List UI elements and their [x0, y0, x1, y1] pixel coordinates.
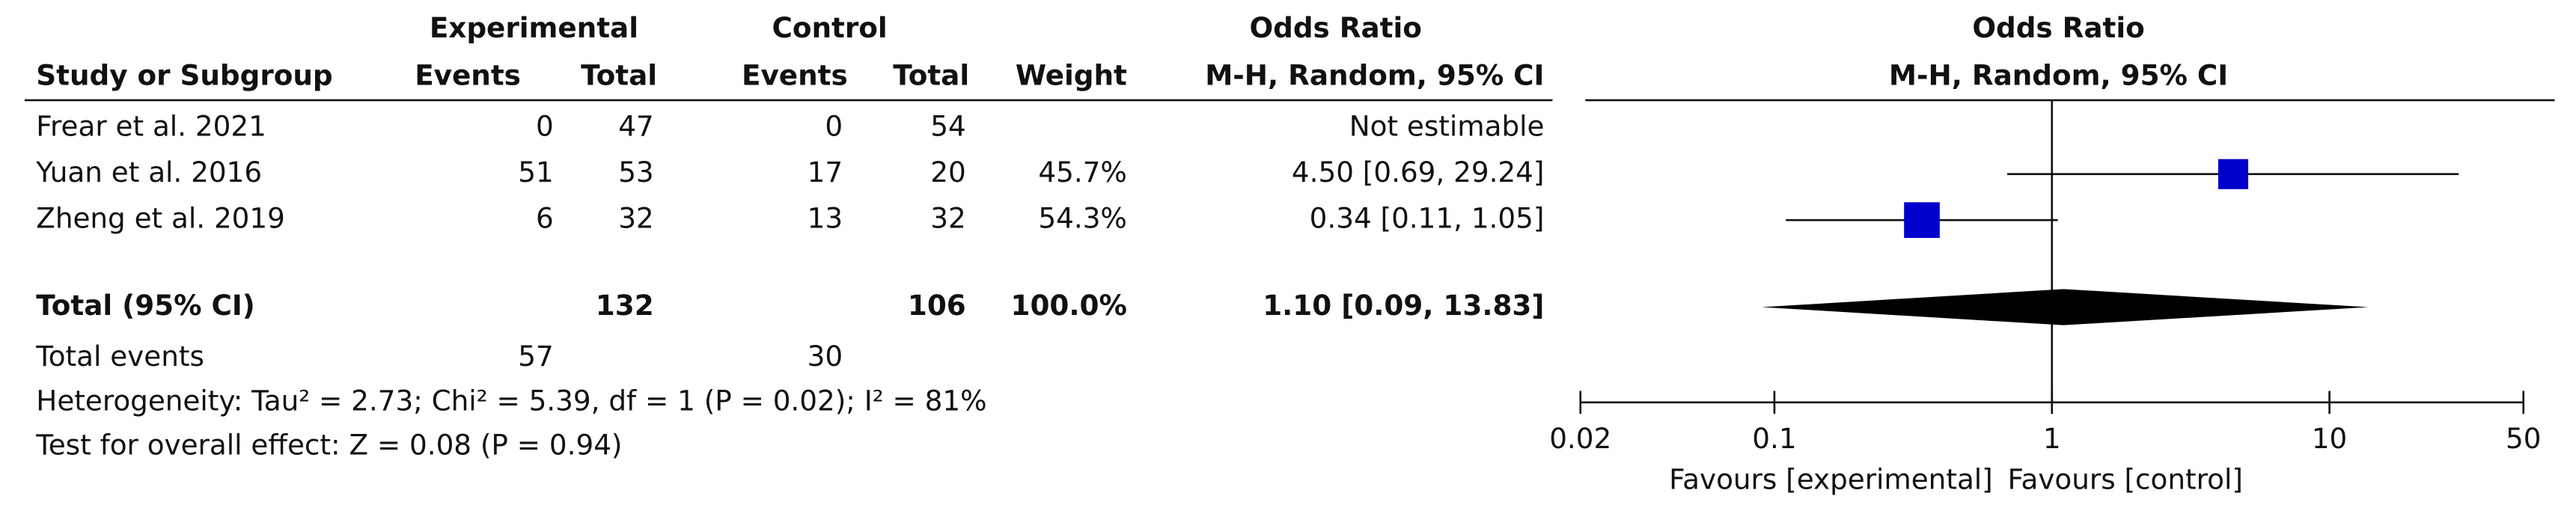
study-name: Frear et al. 2021 — [36, 110, 266, 143]
cell: 0 — [825, 110, 843, 143]
cell: 100.0% — [1011, 289, 1127, 322]
column-header: Events — [742, 59, 848, 92]
cell: 53 — [618, 156, 653, 189]
effect-square — [2218, 159, 2249, 189]
or-ci: 0.34 [0.11, 1.05] — [1310, 202, 1545, 235]
total-name: Total (95% CI) — [36, 289, 254, 322]
cell: 51 — [518, 156, 553, 189]
column-header: Weight — [1016, 59, 1127, 92]
row-label: Total events — [35, 340, 204, 373]
cell: 47 — [618, 110, 653, 143]
cell: 54 — [930, 110, 965, 143]
group-header: Control — [772, 11, 887, 44]
overall-effect: Test for overall effect: Z = 0.08 (P = 0… — [35, 429, 622, 462]
cell: 17 — [808, 156, 843, 189]
plot-subtitle: M-H, Random, 95% CI — [1889, 59, 2228, 92]
column-header: M-H, Random, 95% CI — [1205, 59, 1544, 92]
or-header: Odds Ratio — [1249, 11, 1421, 44]
column-header: Total — [893, 59, 969, 92]
cell: 54.3% — [1038, 202, 1126, 235]
cell: 6 — [536, 202, 554, 235]
cell: 106 — [908, 289, 966, 322]
cell: 13 — [808, 202, 843, 235]
cell: 30 — [808, 340, 843, 373]
pooled-diamond — [1761, 289, 2369, 325]
study-name: Yuan et al. 2016 — [35, 156, 262, 189]
x-tick-label: 50 — [2506, 422, 2541, 455]
group-header: Experimental — [430, 11, 638, 44]
study-name: Zheng et al. 2019 — [36, 202, 285, 235]
cell: 32 — [618, 202, 653, 235]
cell: 132 — [596, 289, 654, 322]
column-header: Events — [415, 59, 521, 92]
x-tick-label: 10 — [2312, 422, 2347, 455]
or-ci: Not estimable — [1349, 110, 1545, 143]
column-header: Study or Subgroup — [36, 59, 332, 92]
x-label: Favours [experimental] — [1669, 463, 1993, 496]
x-tick-label: 0.1 — [1752, 422, 1796, 455]
cell: 57 — [518, 340, 553, 373]
x-tick-label: 0.02 — [1549, 422, 1611, 455]
x-label: Favours [control] — [2007, 463, 2242, 496]
cell: 45.7% — [1038, 156, 1126, 189]
x-tick-label: 1 — [2043, 422, 2061, 455]
or-ci: 4.50 [0.69, 29.24] — [1292, 156, 1545, 189]
heterogeneity: Heterogeneity: Tau² = 2.73; Chi² = 5.39,… — [36, 384, 986, 417]
plot-title: Odds Ratio — [1972, 11, 2144, 44]
effect-square — [1904, 202, 1940, 239]
column-header: Total — [581, 59, 657, 92]
or-ci: 1.10 [0.09, 13.83] — [1263, 289, 1544, 322]
cell: 0 — [536, 110, 554, 143]
cell: 20 — [930, 156, 965, 189]
cell: 32 — [930, 202, 965, 235]
